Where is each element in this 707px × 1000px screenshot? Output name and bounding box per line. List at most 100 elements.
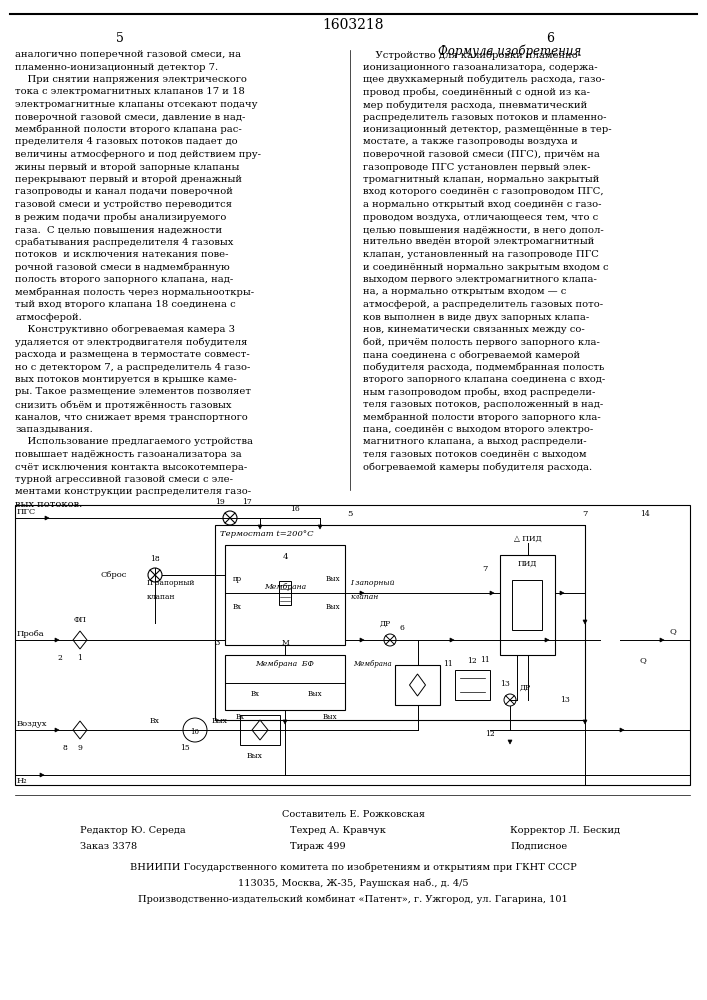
Text: Q: Q [670,627,677,635]
Polygon shape [360,591,364,595]
Polygon shape [360,638,364,642]
Text: ДР: ДР [520,684,531,692]
Text: 2: 2 [57,654,62,662]
Text: теля газовых потоков соединён с выходом: теля газовых потоков соединён с выходом [363,450,587,459]
Polygon shape [583,620,587,624]
Text: 5: 5 [116,32,124,45]
Text: Устройство для калибровки пламенно-: Устройство для калибровки пламенно- [363,50,581,60]
Polygon shape [258,525,262,529]
Text: 9: 9 [78,744,83,752]
Text: расхода и размещена в термостате совмест-: расхода и размещена в термостате совмест… [15,350,250,359]
Text: 8: 8 [62,744,67,752]
Text: Сброс: Сброс [100,571,127,579]
Text: провод пробы, соединённый с одной из ка-: провод пробы, соединённый с одной из ка- [363,88,590,97]
Text: мер побудителя расхода, пневматический: мер побудителя расхода, пневматический [363,100,588,109]
Text: запаздывания.: запаздывания. [15,425,93,434]
Text: побудителя расхода, подмембранная полость: побудителя расхода, подмембранная полост… [363,362,604,372]
Polygon shape [583,720,587,724]
Text: тромагнитный клапан, нормально закрытый: тромагнитный клапан, нормально закрытый [363,175,600,184]
Bar [15,505,690,785]
Text: обогреваемой камеры побудителя расхода.: обогреваемой камеры побудителя расхода. [363,462,592,472]
Text: Вых: Вых [212,717,228,725]
Text: потоков  и исключения натекания пове-: потоков и исключения натекания пове- [15,250,228,259]
Text: Вх: Вх [150,717,160,725]
Text: атмосферой, а распределитель газовых пото-: атмосферой, а распределитель газовых пот… [363,300,603,309]
Text: Вх: Вх [233,603,242,611]
Text: пана, соединён с выходом второго электро-: пана, соединён с выходом второго электро… [363,425,593,434]
Text: Мембрана  БФ: Мембрана БФ [255,660,315,668]
Text: пр: пр [233,575,242,583]
Text: I запорный: I запорный [350,579,395,587]
Text: на, а нормально открытым входом — с: на, а нормально открытым входом — с [363,288,566,296]
Text: Редактор Ю. Середа: Редактор Ю. Середа [80,826,186,835]
Text: мембранной полости второго клапана рас-: мембранной полости второго клапана рас- [15,125,242,134]
Text: поверочной газовой смеси (ПГС), причём на: поверочной газовой смеси (ПГС), причём н… [363,150,600,159]
Text: поверочной газовой смеси, давление в над-: поверочной газовой смеси, давление в над… [15,112,245,121]
Text: удаляется от электродвигателя побудителя: удаляется от электродвигателя побудителя [15,338,247,347]
Text: Мембрана: Мембрана [354,660,392,668]
Text: теля газовых потоков, расположенный в над-: теля газовых потоков, расположенный в на… [363,400,603,409]
Polygon shape [620,728,624,732]
Text: Заказ 3378: Заказ 3378 [80,842,137,851]
Text: второго запорного клапана соединена с вход-: второго запорного клапана соединена с вх… [363,375,605,384]
Text: а нормально открытый вход соединён с газо-: а нормально открытый вход соединён с газ… [363,200,602,209]
Text: 7: 7 [483,565,488,573]
Text: Тираж 499: Тираж 499 [290,842,346,851]
Text: Корректор Л. Бескид: Корректор Л. Бескид [510,826,620,835]
Text: 19: 19 [215,498,225,506]
Text: II запорный: II запорный [147,579,194,587]
Text: срабатывания распределителя 4 газовых: срабатывания распределителя 4 газовых [15,237,233,247]
Bar [225,545,345,645]
Text: в режим подачи пробы анализируемого: в режим подачи пробы анализируемого [15,213,226,222]
Text: каналов, что снижает время транспортного: каналов, что снижает время транспортного [15,412,247,422]
Text: ры. Такое размещение элементов позволяет: ры. Такое размещение элементов позволяет [15,387,251,396]
Text: распределитель газовых потоков и пламенно-: распределитель газовых потоков и пламенн… [363,112,607,121]
Polygon shape [318,525,322,529]
Text: клапан, установленный на газопроводе ПГС: клапан, установленный на газопроводе ПГС [363,250,599,259]
Polygon shape [55,728,59,732]
Text: Подписное: Подписное [510,842,567,851]
Text: 6: 6 [400,624,405,632]
Text: Мембрана: Мембрана [264,583,306,591]
Text: магнитного клапана, а выход распредели-: магнитного клапана, а выход распредели- [363,438,587,446]
Text: Вых: Вых [325,575,340,583]
Text: ным газопроводом пробы, вход распредели-: ным газопроводом пробы, вход распредели- [363,387,595,397]
Text: пределителя 4 газовых потоков падает до: пределителя 4 газовых потоков падает до [15,137,238,146]
Text: 6: 6 [546,32,554,45]
Polygon shape [283,720,287,724]
Text: тый вход второго клапана 18 соединена с: тый вход второго клапана 18 соединена с [15,300,235,309]
Text: пламенно-ионизационный детектор 7.: пламенно-ионизационный детектор 7. [15,62,218,72]
Text: 14: 14 [640,510,650,518]
Polygon shape [450,638,454,642]
Text: 18: 18 [150,555,160,563]
Polygon shape [560,591,564,595]
Text: 1: 1 [78,654,83,662]
Polygon shape [545,638,549,642]
Bar [225,655,345,710]
Text: газовой смеси и устройство переводится: газовой смеси и устройство переводится [15,200,232,209]
Text: мембранная полость через нормальнооткры-: мембранная полость через нормальнооткры- [15,288,254,297]
Text: 113035, Москва, Ж-35, Раушская наб., д. 4/5: 113035, Москва, Ж-35, Раушская наб., д. … [238,878,468,888]
Text: повышает надёжность газоанализатора за: повышает надёжность газоанализатора за [15,450,242,459]
Polygon shape [490,591,494,595]
Bar [240,715,280,745]
Text: Q: Q [640,656,647,664]
Text: клапан: клапан [147,593,175,601]
Text: Вх: Вх [235,713,245,721]
Polygon shape [40,773,44,777]
Text: тока с электромагнитных клапанов 17 и 18: тока с электромагнитных клапанов 17 и 18 [15,88,245,97]
Text: 12: 12 [485,730,495,738]
Text: атмосферой.: атмосферой. [15,312,82,322]
Text: Вых: Вых [322,713,337,721]
Bar [215,525,585,720]
Text: 11: 11 [480,656,490,664]
Text: 13: 13 [500,680,510,688]
Text: бой, причём полость первого запорного кла-: бой, причём полость первого запорного кл… [363,338,600,347]
Text: вых потоков монтируется в крышке каме-: вых потоков монтируется в крышке каме- [15,375,237,384]
Text: 17: 17 [242,498,252,506]
Text: ков выполнен в виде двух запорных клапа-: ков выполнен в виде двух запорных клапа- [363,312,589,322]
Text: мостате, а также газопроводы воздуха и: мостате, а также газопроводы воздуха и [363,137,578,146]
Text: ионизационного газоанализатора, содержа-: ионизационного газоанализатора, содержа- [363,62,597,72]
Text: 11: 11 [443,660,452,668]
Text: Воздух: Воздух [17,720,47,728]
